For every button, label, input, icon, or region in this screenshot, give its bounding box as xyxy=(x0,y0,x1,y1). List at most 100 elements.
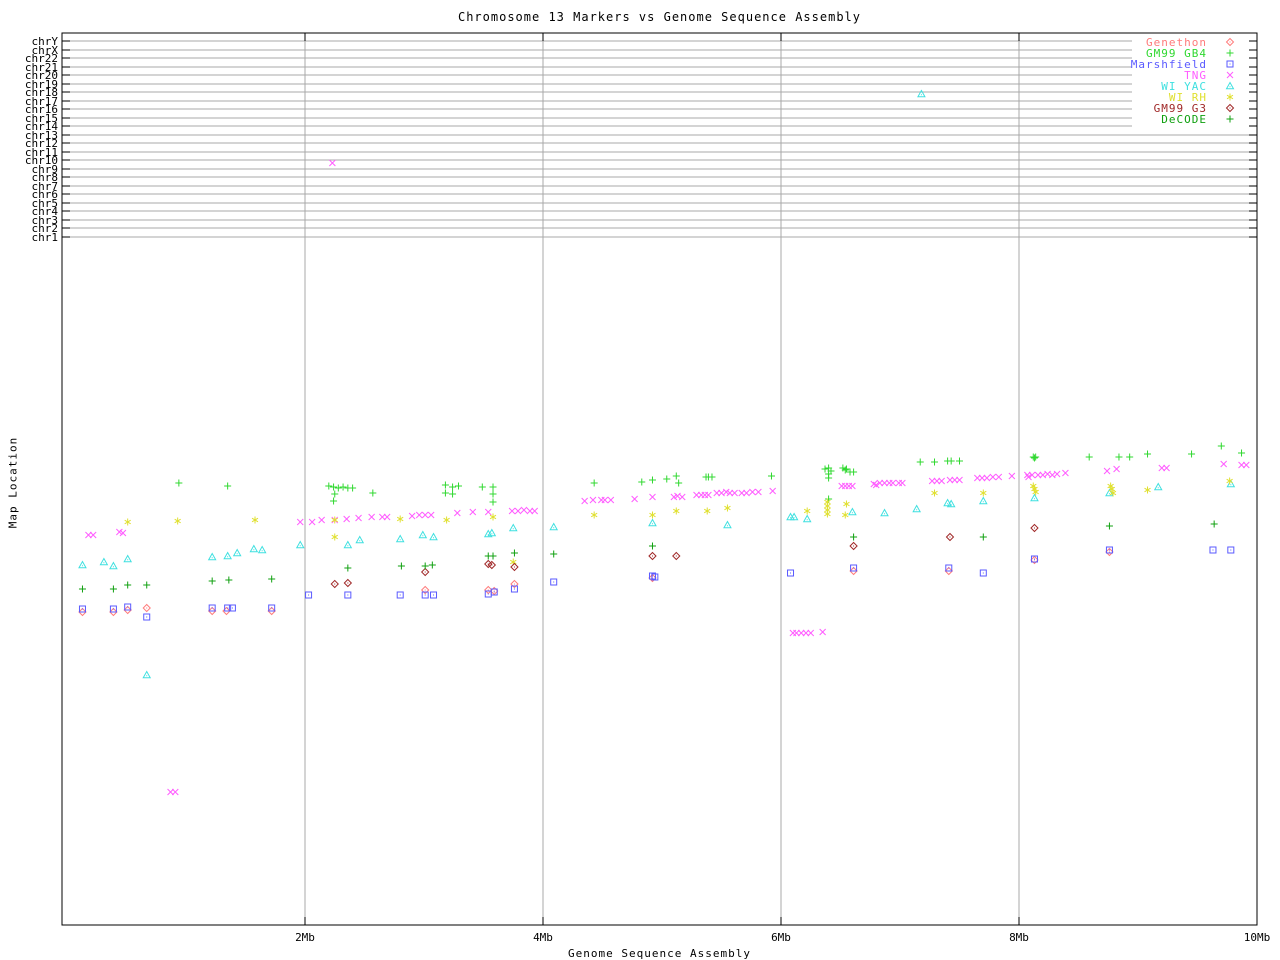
marker-marshfield xyxy=(1227,546,1235,554)
marker-gm99-gb4 xyxy=(825,474,833,482)
marker-wi-yac xyxy=(648,518,657,527)
marker-tng xyxy=(1062,469,1069,477)
marker-marshfield xyxy=(78,605,86,613)
marker-gm99-g3 xyxy=(420,567,430,577)
marker-gm99-gb4 xyxy=(441,481,449,489)
marker-decode xyxy=(979,533,987,541)
marker-wi-yac xyxy=(880,508,889,517)
marker-gm99-gb4 xyxy=(956,457,963,465)
series-gm99-g3 xyxy=(330,523,1039,589)
marker-gm99-g3 xyxy=(1030,523,1039,533)
marker-decode xyxy=(428,561,436,569)
marker-tng xyxy=(872,481,880,489)
marker-wi-yac xyxy=(1030,493,1039,502)
marker-tng xyxy=(581,497,589,505)
marker-gm99-gb4 xyxy=(349,484,357,492)
marker-tng xyxy=(427,511,435,519)
marker-tng xyxy=(797,629,805,637)
marker-tng xyxy=(378,513,386,521)
marker-gm99-gb4 xyxy=(672,472,680,480)
marker-tng xyxy=(318,516,326,524)
marker-decode xyxy=(268,575,276,583)
marker-decode xyxy=(1105,522,1113,530)
marker-marshfield xyxy=(430,591,438,599)
marker-marshfield xyxy=(1105,546,1113,554)
marker-wi-yac xyxy=(109,561,118,570)
x-tick-label-10Mb: 10Mb xyxy=(1243,931,1271,944)
marker-tng xyxy=(793,629,800,637)
marker-gm99-gb4 xyxy=(663,475,671,483)
legend-marker-decode xyxy=(1226,115,1234,123)
marker-wi-rh xyxy=(824,510,831,518)
marker-gm99-gb4 xyxy=(330,497,338,505)
marker-marshfield xyxy=(550,578,558,586)
marker-wi-yac xyxy=(123,554,133,563)
marker-wi-yac xyxy=(943,498,952,507)
marker-wi-rh xyxy=(673,507,680,515)
marker-wi-rh xyxy=(590,511,598,519)
legend-label-wi-yac: WI YAC xyxy=(1161,80,1207,93)
marker-marshfield xyxy=(109,605,117,613)
marker-tng xyxy=(819,628,827,636)
marker-tng xyxy=(899,479,906,487)
chrom-label-chr5: chr5 xyxy=(31,197,59,210)
marker-gm99-gb4 xyxy=(1217,442,1225,450)
marker-marshfield xyxy=(651,573,659,581)
chrom-label-chr12: chr12 xyxy=(24,137,58,150)
chrom-label-chr3: chr3 xyxy=(31,214,59,227)
marker-wi-yac xyxy=(418,530,428,539)
chart-title: Chromosome 13 Markers vs Genome Sequence… xyxy=(457,10,861,24)
marker-tng xyxy=(1028,471,1036,479)
chrom-label-chr18: chr18 xyxy=(24,86,58,99)
chrom-label-chr1: chr1 xyxy=(31,231,59,244)
marker-gm99-gb4 xyxy=(339,483,347,491)
marker-wi-rh xyxy=(842,511,849,519)
marker-marshfield xyxy=(228,604,236,612)
marker-tng xyxy=(1242,461,1250,469)
marker-gm99-gb4 xyxy=(489,483,497,491)
marker-gm99-gb4 xyxy=(489,490,497,498)
chrom-label-chr8: chr8 xyxy=(31,171,59,184)
chrom-label-chr11: chr11 xyxy=(24,146,58,159)
marker-gm99-gb4 xyxy=(1188,450,1196,458)
marker-tng xyxy=(1023,471,1031,479)
marker-wi-yac xyxy=(848,507,857,516)
marker-tng xyxy=(296,518,304,526)
chrom-label-chr14: chr14 xyxy=(24,120,58,133)
marker-gm99-g3 xyxy=(510,562,519,572)
marker-wi-rh xyxy=(331,533,339,541)
marker-tng xyxy=(731,489,738,497)
marker-tng xyxy=(1158,464,1166,472)
marker-decode xyxy=(124,581,132,589)
marker-marshfield xyxy=(490,588,498,596)
marker-gm99-gb4 xyxy=(638,478,646,486)
marker-marshfield xyxy=(787,569,795,577)
legend-label-gm99-g3: GM99 G3 xyxy=(1154,102,1207,115)
legend-marker-gm99-gb4 xyxy=(1226,49,1234,57)
marker-marshfield xyxy=(396,591,404,599)
marker-wi-yac xyxy=(142,670,152,679)
marker-tng xyxy=(421,511,429,519)
marker-wi-yac xyxy=(917,89,926,98)
marker-wi-rh xyxy=(396,515,404,523)
marker-wi-rh xyxy=(803,507,811,515)
marker-wi-yac xyxy=(343,540,353,549)
marker-decode xyxy=(109,585,117,593)
marker-gm99-gb4 xyxy=(1144,450,1152,458)
marker-decode xyxy=(225,576,233,584)
chrom-label-chrY: chrY xyxy=(31,35,59,48)
marker-genethon xyxy=(510,579,519,589)
marker-tng xyxy=(973,474,981,482)
marker-marshfield xyxy=(268,604,276,612)
marker-gm99-g3 xyxy=(330,579,339,589)
chrom-label-chr22: chr22 xyxy=(24,52,58,65)
marker-gm99-gb4 xyxy=(1032,453,1040,461)
legend-marker-genethon xyxy=(1225,37,1235,47)
marker-tng xyxy=(308,518,316,526)
series-decode xyxy=(78,520,1218,593)
marker-tng xyxy=(119,529,127,537)
marker-decode xyxy=(421,562,429,570)
marker-wi-yac xyxy=(508,523,518,532)
marker-tng xyxy=(769,487,777,495)
marker-tng xyxy=(1163,464,1170,472)
